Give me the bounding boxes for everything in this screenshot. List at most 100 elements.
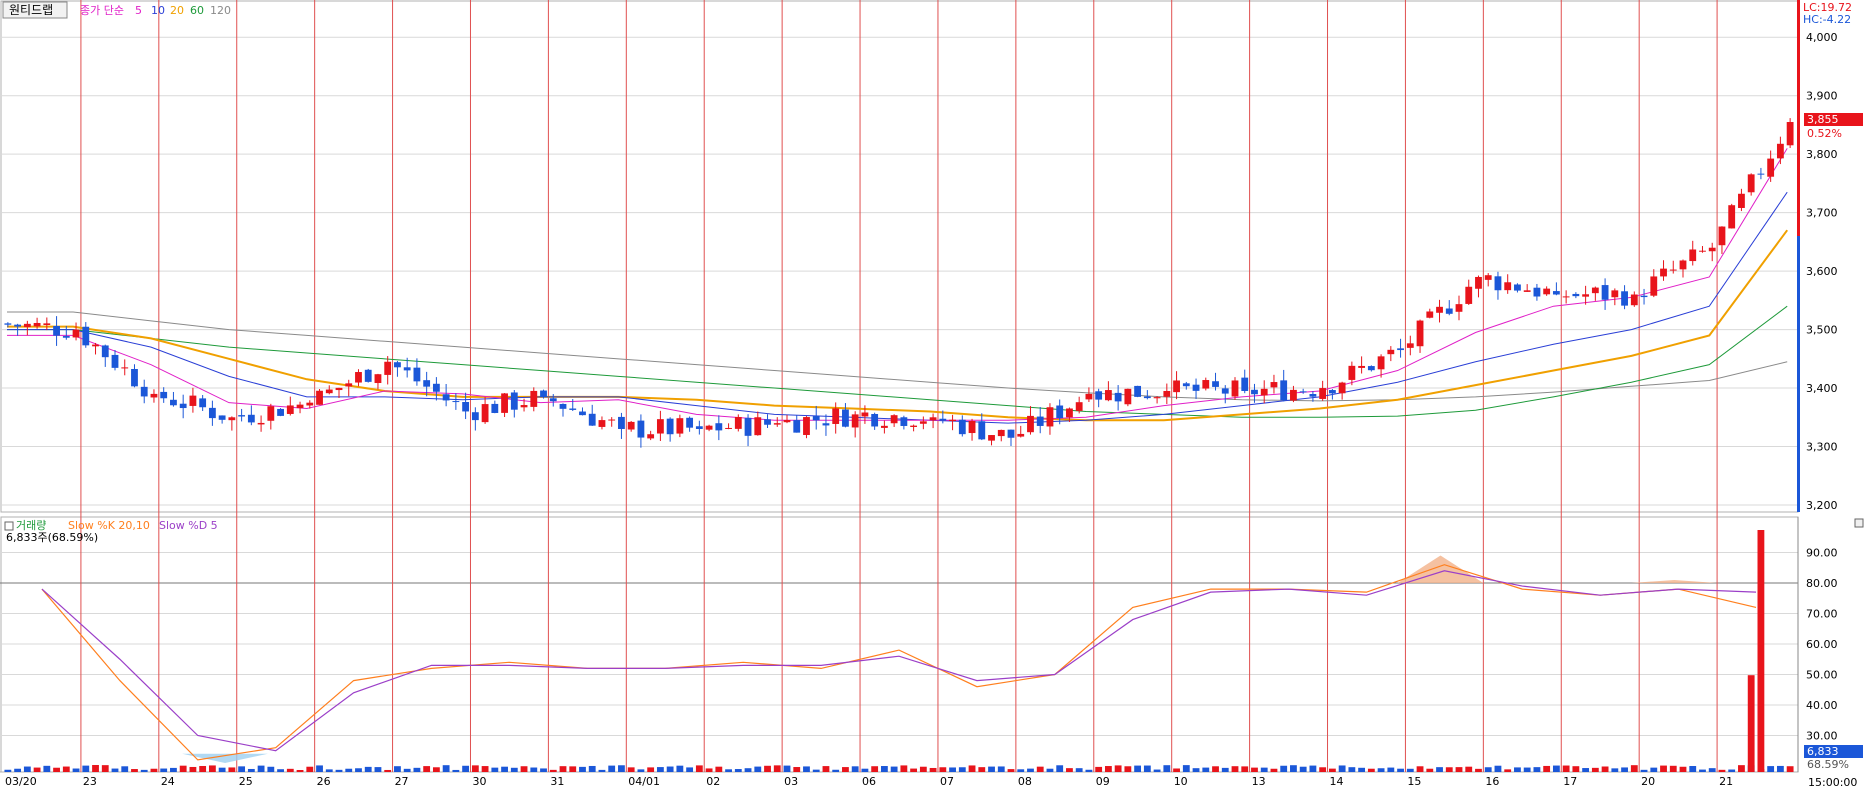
- candle-body: [1270, 382, 1278, 388]
- candle-body: [1640, 295, 1648, 298]
- volume-bar: [1475, 768, 1482, 772]
- volume-bar: [1338, 765, 1346, 772]
- candle-body: [958, 419, 966, 435]
- volume-bar: [958, 767, 966, 772]
- candle-body: [1708, 247, 1716, 252]
- candle-body: [939, 418, 947, 421]
- candle-body: [1718, 226, 1726, 246]
- legend-title-box[interactable]: [2, 1, 68, 19]
- volume-bar: [978, 767, 986, 772]
- volume-bar: [803, 766, 810, 772]
- candle-body: [1163, 390, 1171, 397]
- volume-bar: [170, 767, 177, 772]
- legend-ma60: 60: [190, 4, 204, 17]
- osc-legend-checkbox[interactable]: [4, 521, 14, 531]
- legend-slowk: Slow %K 20,10: [68, 519, 150, 532]
- volume-bar: [1270, 768, 1278, 772]
- candle-body: [1455, 304, 1463, 312]
- candle-body: [442, 394, 450, 401]
- volume-bar: [1562, 765, 1570, 772]
- price-legend: 원티드랩 종가 단순 5 10 20 60 120: [2, 1, 231, 19]
- volume-bar: [325, 769, 333, 772]
- volume-bar: [150, 768, 158, 772]
- candle-body: [988, 435, 995, 441]
- volume-bar: [1601, 766, 1609, 772]
- candle-body: [1299, 391, 1307, 393]
- candle-body: [1406, 343, 1414, 348]
- candle-body: [1221, 388, 1229, 394]
- candle-body: [121, 367, 129, 369]
- volume-bar: [598, 769, 606, 772]
- volume-bar: [1153, 769, 1161, 772]
- candle-body: [1309, 394, 1317, 397]
- volume-bar: [384, 769, 392, 772]
- x-tick-label: 08: [1018, 775, 1032, 788]
- volume-bar: [72, 768, 80, 772]
- candle-body: [968, 420, 976, 434]
- volume-bar: [296, 769, 304, 772]
- candle-body: [1523, 290, 1531, 292]
- candle-body: [1514, 284, 1521, 291]
- x-tick-label: 30: [472, 775, 486, 788]
- volume-readout: 6,833주(68.59%): [6, 531, 98, 544]
- volume-bar: [1202, 767, 1210, 772]
- volume-bar: [53, 767, 60, 772]
- volume-bar: [1251, 767, 1258, 772]
- candle-body: [1445, 308, 1453, 314]
- volume-bar: [705, 768, 713, 772]
- candle-body: [325, 389, 333, 394]
- candle-body: [423, 380, 431, 387]
- candle-body: [1075, 402, 1083, 411]
- candle-body: [150, 393, 158, 398]
- volume-bar: [1504, 769, 1512, 772]
- candle-body: [588, 413, 596, 426]
- candle-body: [403, 367, 411, 371]
- volume-bar: [695, 765, 703, 772]
- volume-bar: [842, 767, 849, 772]
- volume-bar: [1397, 768, 1404, 772]
- candle-body: [1192, 384, 1200, 391]
- candle-body: [1669, 269, 1677, 271]
- osc-panel-close-button[interactable]: [1854, 518, 1864, 528]
- grid-lines: [0, 36, 1798, 736]
- candle-body: [101, 345, 109, 358]
- volume-bar: [832, 769, 840, 772]
- candle-body: [228, 417, 236, 421]
- x-tick-label: 16: [1485, 775, 1499, 788]
- candle-body: [1611, 290, 1619, 298]
- volume-bar: [1280, 765, 1288, 772]
- candle-body: [1173, 380, 1180, 393]
- volume-bar: [1260, 767, 1268, 772]
- volume-bar: [1328, 768, 1336, 772]
- candle-body: [1260, 388, 1268, 396]
- candle-body: [432, 383, 440, 392]
- candle-body: [355, 372, 362, 383]
- candle-body: [549, 398, 557, 402]
- legend-title: 원티드랩: [9, 3, 53, 17]
- volume-bar: [267, 766, 275, 772]
- candle-body: [598, 420, 606, 427]
- x-tick-label: 14: [1330, 775, 1344, 788]
- candle-body: [199, 398, 207, 408]
- volume-bar: [773, 765, 781, 772]
- candle-body: [1728, 205, 1736, 229]
- slowd-line: [41, 570, 1757, 752]
- volume-bar: [949, 767, 956, 772]
- candle-body: [520, 405, 528, 408]
- candle-body: [1182, 383, 1190, 387]
- oscillator-legend: 거래량 Slow %K 20,10 Slow %D 5 6,833주(68.59…: [4, 519, 218, 544]
- volume-bar: [1650, 767, 1658, 772]
- candle-body: [949, 419, 956, 422]
- hc-readout: HC:-4.22: [1803, 13, 1851, 26]
- volume-pct: 68.59%: [1807, 758, 1849, 771]
- candle-body: [62, 336, 70, 338]
- candle-body: [131, 368, 138, 387]
- candle-body: [1757, 173, 1765, 175]
- candle-body: [695, 426, 703, 429]
- volume-bar: [471, 765, 479, 772]
- candle-body: [1387, 349, 1395, 355]
- candle-body: [1153, 397, 1161, 399]
- volume-bar: [666, 766, 674, 772]
- x-tick-label: 17: [1563, 775, 1577, 788]
